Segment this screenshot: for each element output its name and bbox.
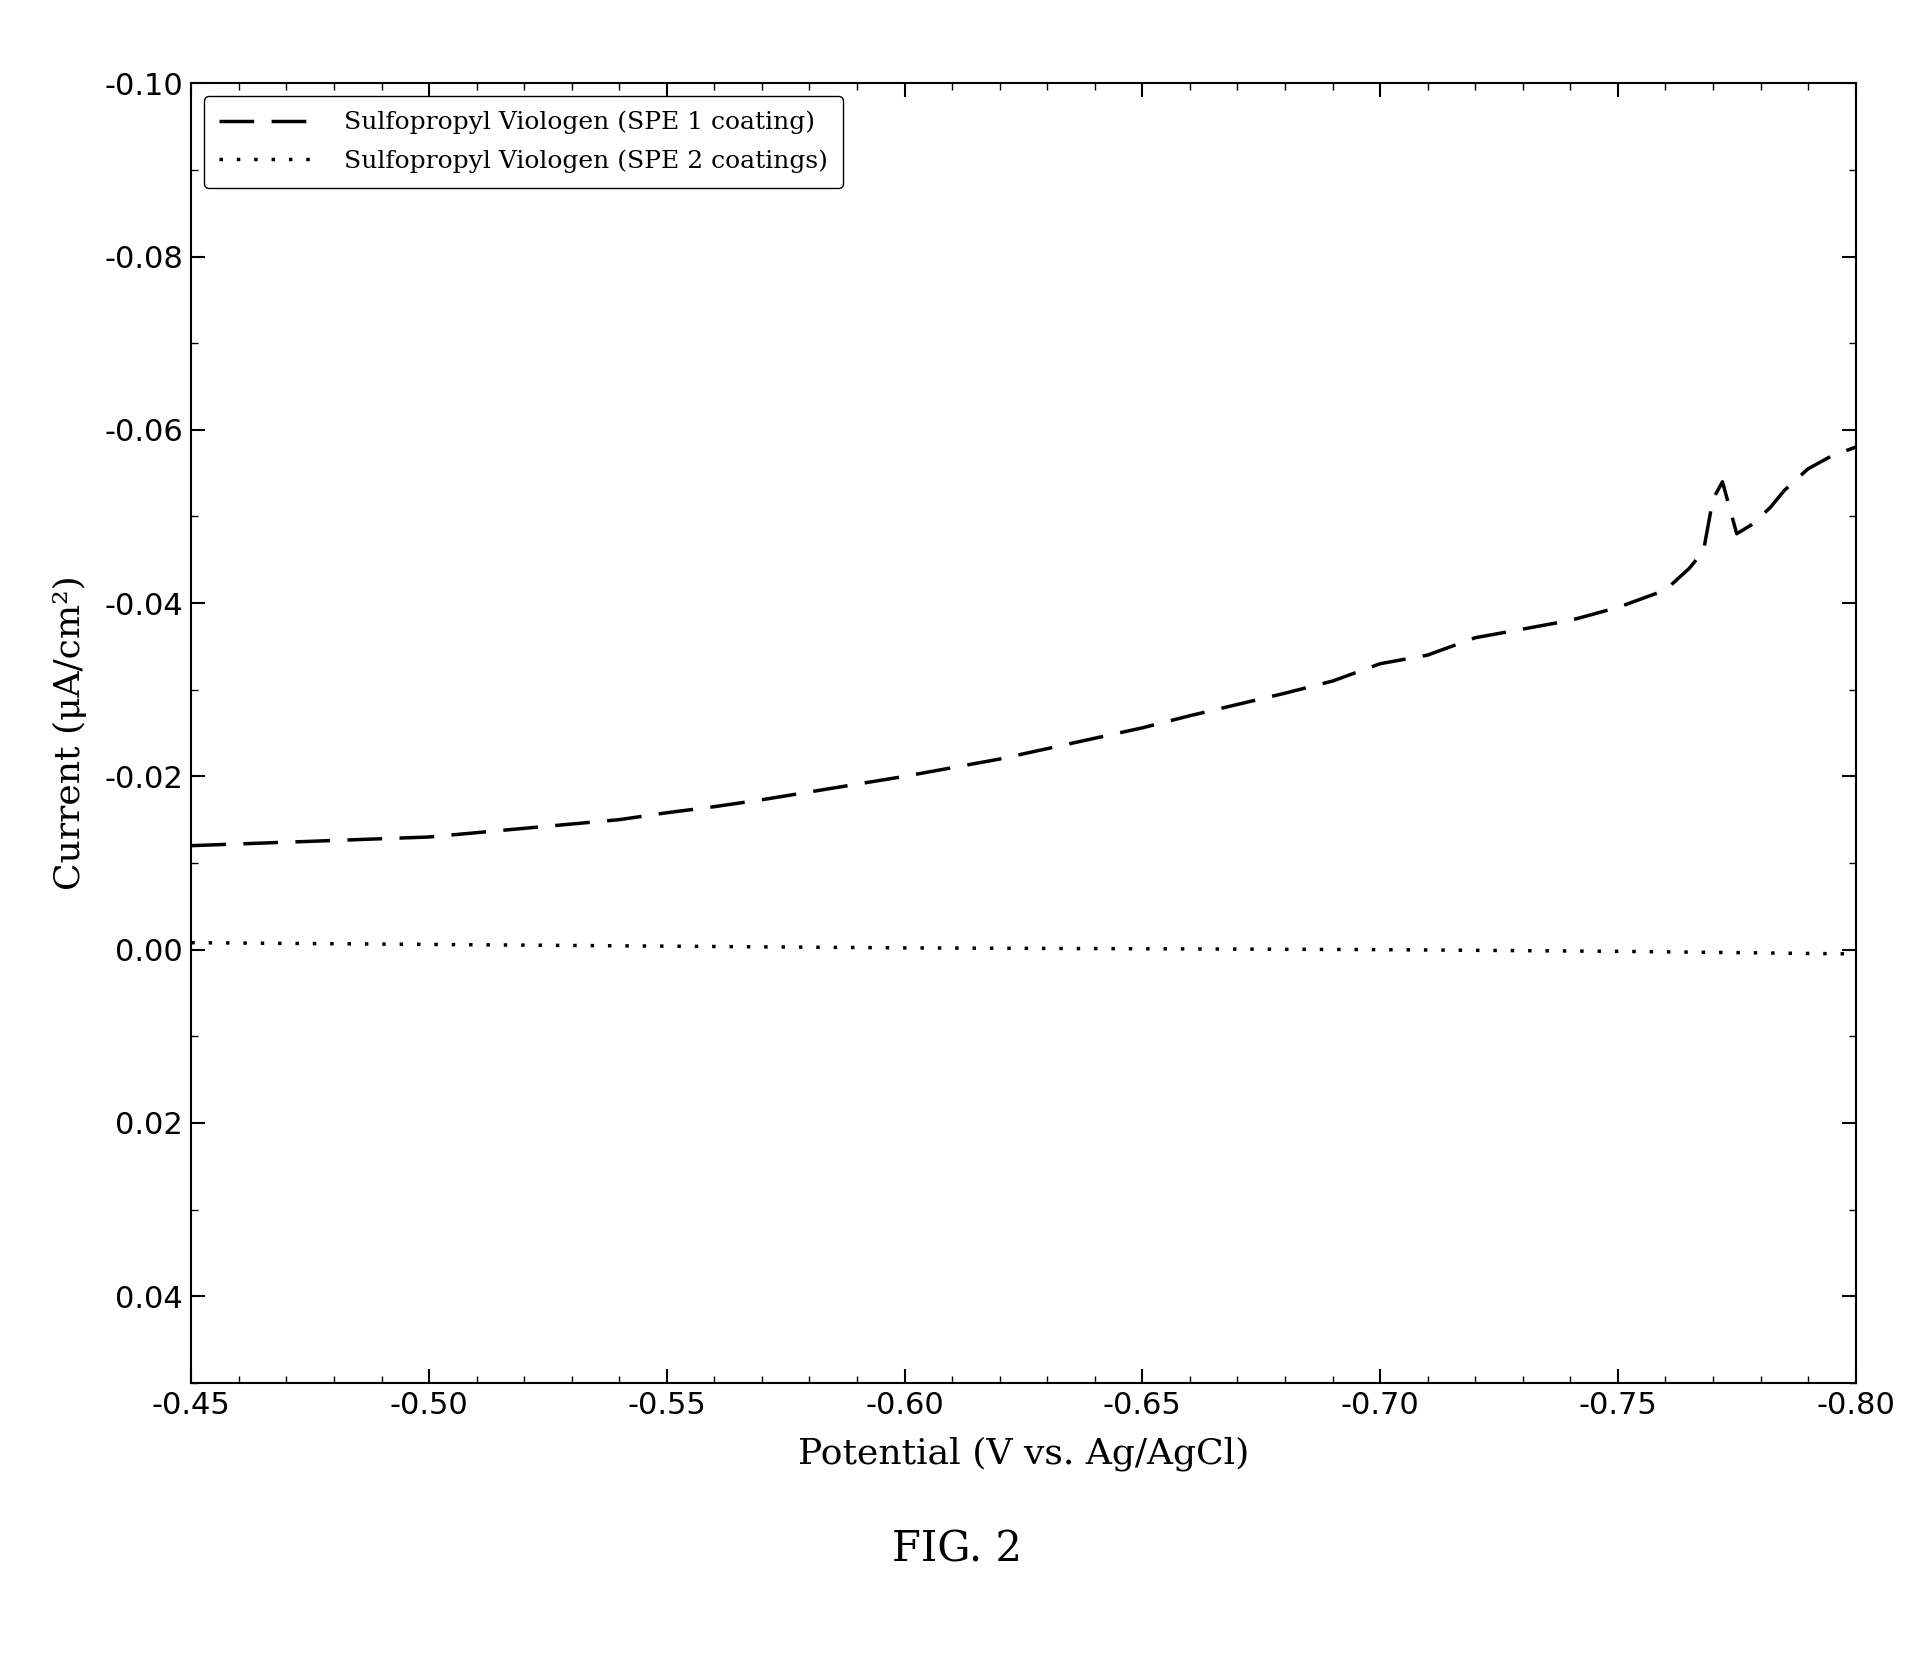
Sulfopropyl Viologen (SPE 1 coating)	[1821, 446, 1844, 466]
Sulfopropyl Viologen (SPE 1 coating)	[1710, 471, 1733, 491]
Legend: Sulfopropyl Viologen (SPE 1 coating), Sulfopropyl Viologen (SPE 2 coatings): Sulfopropyl Viologen (SPE 1 coating), Su…	[205, 97, 842, 188]
Sulfopropyl Viologen (SPE 1 coating)	[1678, 558, 1701, 578]
Sulfopropyl Viologen (SPE 1 coating)	[893, 766, 916, 786]
Line: Sulfopropyl Viologen (SPE 2 coatings): Sulfopropyl Viologen (SPE 2 coatings)	[191, 943, 1856, 955]
Sulfopropyl Viologen (SPE 1 coating)	[1701, 490, 1724, 510]
Sulfopropyl Viologen (SPE 1 coating)	[275, 833, 298, 853]
Y-axis label: Current (μA/cm²): Current (μA/cm²)	[54, 576, 88, 890]
Sulfopropyl Viologen (SPE 2 coatings)	[1844, 945, 1867, 965]
Sulfopropyl Viologen (SPE 1 coating)	[1274, 683, 1297, 703]
Sulfopropyl Viologen (SPE 1 coating)	[702, 796, 725, 816]
Sulfopropyl Viologen (SPE 1 coating)	[180, 836, 203, 856]
Sulfopropyl Viologen (SPE 1 coating)	[1844, 436, 1867, 456]
Sulfopropyl Viologen (SPE 1 coating)	[750, 790, 773, 810]
X-axis label: Potential (V vs. Ag/AgCl): Potential (V vs. Ag/AgCl)	[798, 1436, 1249, 1471]
Sulfopropyl Viologen (SPE 1 coating)	[1322, 671, 1345, 691]
Sulfopropyl Viologen (SPE 1 coating)	[1226, 695, 1249, 715]
Sulfopropyl Viologen (SPE 1 coating)	[1511, 620, 1534, 640]
Sulfopropyl Viologen (SPE 1 coating)	[1416, 645, 1439, 665]
Sulfopropyl Viologen (SPE 2 coatings)	[1131, 938, 1154, 958]
Sulfopropyl Viologen (SPE 1 coating)	[1739, 515, 1762, 535]
Sulfopropyl Viologen (SPE 2 coatings)	[417, 935, 440, 955]
Sulfopropyl Viologen (SPE 1 coating)	[1035, 738, 1058, 758]
Sulfopropyl Viologen (SPE 1 coating)	[417, 826, 440, 846]
Line: Sulfopropyl Viologen (SPE 1 coating): Sulfopropyl Viologen (SPE 1 coating)	[191, 446, 1856, 846]
Sulfopropyl Viologen (SPE 1 coating)	[1083, 728, 1106, 748]
Sulfopropyl Viologen (SPE 1 coating)	[1691, 541, 1714, 561]
Sulfopropyl Viologen (SPE 1 coating)	[228, 835, 251, 855]
Sulfopropyl Viologen (SPE 1 coating)	[846, 775, 869, 795]
Sulfopropyl Viologen (SPE 1 coating)	[1178, 706, 1201, 726]
Sulfopropyl Viologen (SPE 1 coating)	[323, 830, 346, 850]
Text: FIG. 2: FIG. 2	[891, 1528, 1022, 1571]
Sulfopropyl Viologen (SPE 1 coating)	[608, 810, 631, 830]
Sulfopropyl Viologen (SPE 2 coatings)	[1368, 940, 1391, 960]
Sulfopropyl Viologen (SPE 1 coating)	[1559, 610, 1582, 630]
Sulfopropyl Viologen (SPE 1 coating)	[369, 828, 392, 848]
Sulfopropyl Viologen (SPE 1 coating)	[465, 823, 488, 843]
Sulfopropyl Viologen (SPE 1 coating)	[989, 750, 1012, 770]
Sulfopropyl Viologen (SPE 2 coatings)	[1607, 941, 1630, 961]
Sulfopropyl Viologen (SPE 1 coating)	[1655, 580, 1678, 600]
Sulfopropyl Viologen (SPE 1 coating)	[1726, 523, 1748, 543]
Sulfopropyl Viologen (SPE 1 coating)	[561, 815, 583, 835]
Sulfopropyl Viologen (SPE 1 coating)	[1630, 588, 1653, 608]
Sulfopropyl Viologen (SPE 1 coating)	[798, 781, 821, 801]
Sulfopropyl Viologen (SPE 1 coating)	[656, 803, 679, 823]
Sulfopropyl Viologen (SPE 1 coating)	[1131, 718, 1154, 738]
Sulfopropyl Viologen (SPE 1 coating)	[513, 818, 536, 838]
Sulfopropyl Viologen (SPE 1 coating)	[1796, 458, 1819, 478]
Sulfopropyl Viologen (SPE 2 coatings)	[656, 936, 679, 956]
Sulfopropyl Viologen (SPE 1 coating)	[1368, 653, 1391, 673]
Sulfopropyl Viologen (SPE 1 coating)	[1463, 628, 1486, 648]
Sulfopropyl Viologen (SPE 1 coating)	[1748, 506, 1771, 526]
Sulfopropyl Viologen (SPE 1 coating)	[1664, 571, 1687, 591]
Sulfopropyl Viologen (SPE 1 coating)	[1773, 480, 1796, 500]
Sulfopropyl Viologen (SPE 1 coating)	[1607, 598, 1630, 618]
Sulfopropyl Viologen (SPE 2 coatings)	[180, 933, 203, 953]
Sulfopropyl Viologen (SPE 1 coating)	[941, 758, 964, 778]
Sulfopropyl Viologen (SPE 2 coatings)	[893, 938, 916, 958]
Sulfopropyl Viologen (SPE 1 coating)	[1758, 498, 1781, 518]
